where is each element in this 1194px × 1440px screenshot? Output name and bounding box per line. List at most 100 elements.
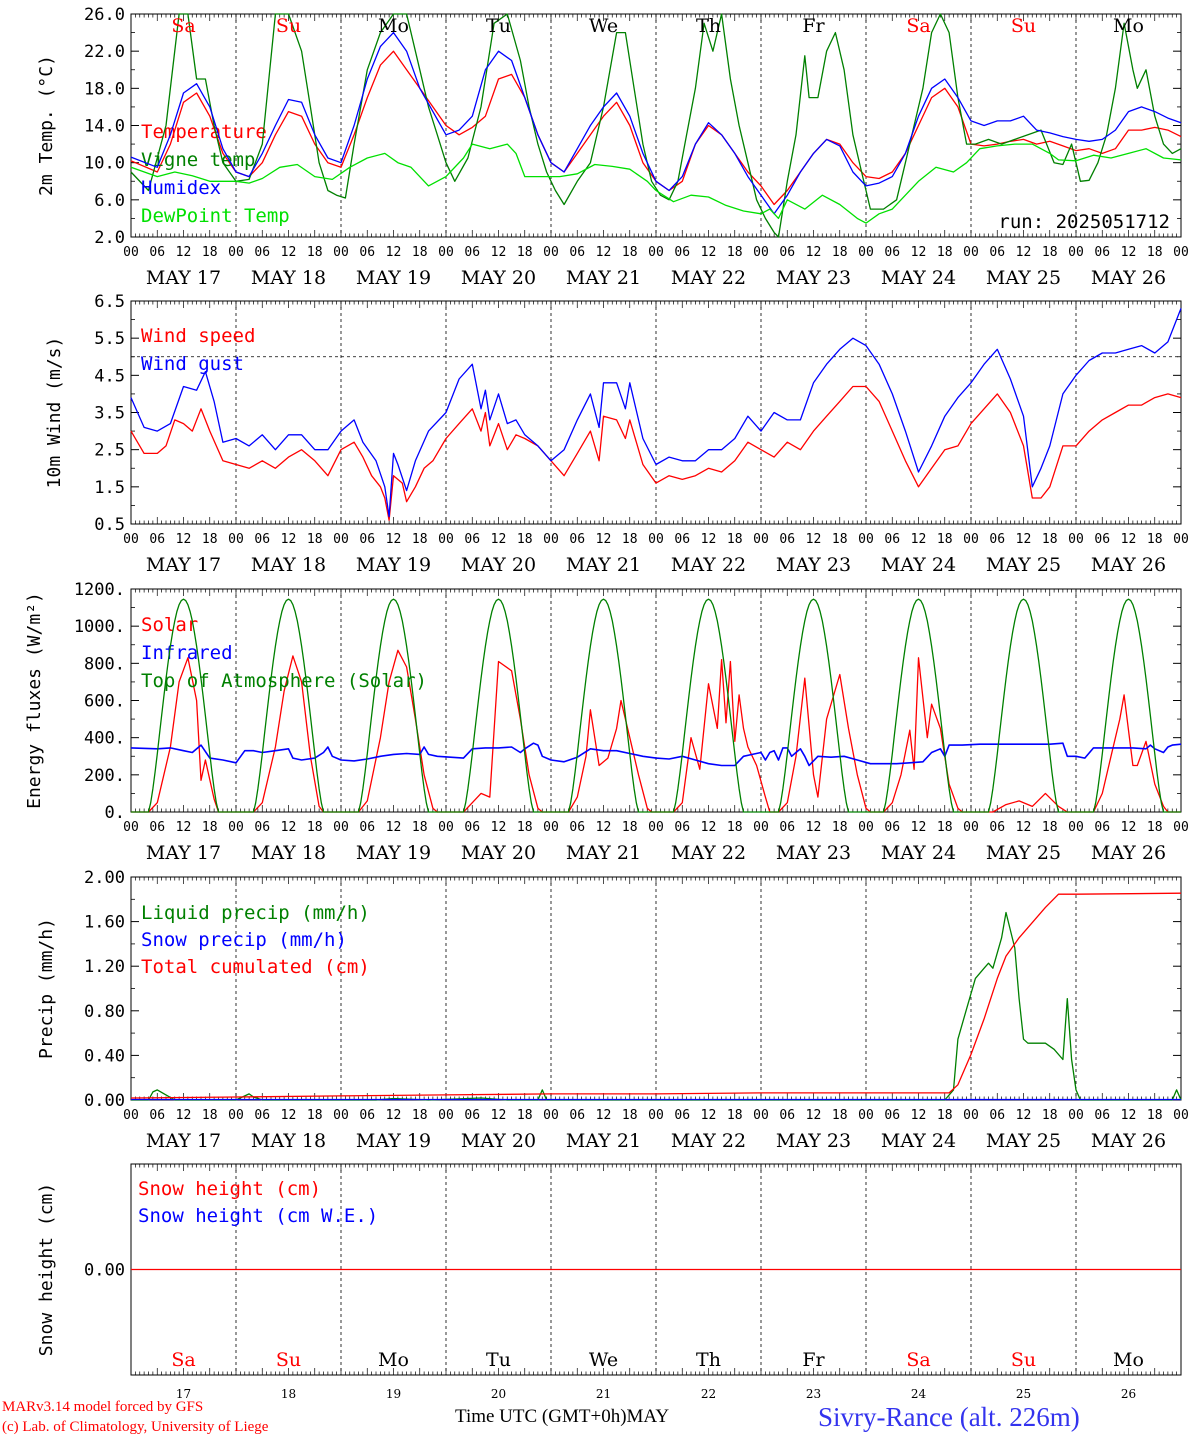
hour-label: 00 [438,245,454,260]
hour-label: 18 [202,1108,218,1123]
series-line-infrared [130,742,1182,767]
hour-label: 06 [884,1108,900,1123]
hour-label: 18 [727,1108,743,1123]
series-line-liquid-precip-mm-h- [131,911,1182,1101]
hour-label: 06 [149,245,165,260]
y-tick-label: 0.5 [94,515,125,535]
legend-entry: Top of Atmosphere (Solar) [141,670,427,692]
hour-label: 12 [806,1108,822,1123]
day-number-label: 17 [176,1387,191,1401]
hour-label: 06 [1094,245,1110,260]
hour-label: 00 [333,1108,349,1123]
hour-label: 12 [596,532,612,547]
y-tick-label: 2.0 [94,228,125,248]
day-number-label: 24 [911,1387,927,1401]
hour-label: 12 [386,1108,402,1123]
weekday-label: Su [276,1349,301,1371]
hour-label: 00 [1173,1108,1189,1123]
series-line-dewpoint-temp [130,143,1182,224]
hour-label: 18 [517,820,533,835]
hour-label: 00 [123,532,139,547]
hour-label: 18 [937,245,953,260]
hour-label: 06 [884,245,900,260]
weekday-label: Su [1011,1349,1036,1371]
y-tick-label: 0.40 [84,1046,125,1066]
y-tick-label: 600. [84,692,125,712]
hour-label: 00 [648,245,664,260]
legend-entry: Vigne temp [141,149,255,171]
date-label: MAY 17 [146,1130,221,1152]
date-label: MAY 22 [671,842,746,864]
hour-label: 00 [648,1108,664,1123]
hour-label: 00 [1173,820,1189,835]
hour-label: 00 [543,245,559,260]
weekday-label: We [589,1349,618,1371]
hour-label: 00 [333,532,349,547]
hour-label: 06 [1094,532,1110,547]
hour-label: 18 [937,532,953,547]
date-label: MAY 19 [356,267,431,289]
hour-label: 00 [1068,532,1084,547]
hour-label: 18 [517,245,533,260]
y-axis-label: Energy fluxes (W/m²) [24,592,45,809]
day-number-label: 21 [596,1387,611,1401]
hour-label: 00 [753,532,769,547]
weekday-label: Su [276,15,301,37]
date-label: MAY 18 [251,1130,326,1152]
hour-label: 12 [806,532,822,547]
hour-label: 12 [386,245,402,260]
hour-label: 00 [753,820,769,835]
hour-label: 00 [123,1108,139,1123]
hour-label: 12 [911,532,927,547]
hour-label: 06 [359,1108,375,1123]
hour-label: 12 [1016,1108,1032,1123]
hour-label: 18 [517,1108,533,1123]
weekday-label: We [589,15,618,37]
day-number-label: 23 [806,1387,821,1401]
hour-label: 12 [806,245,822,260]
hour-label: 18 [937,1108,953,1123]
hour-label: 06 [464,1108,480,1123]
hour-label: 06 [674,245,690,260]
hour-label: 06 [149,1108,165,1123]
hour-label: 12 [596,1108,612,1123]
hour-label: 06 [254,245,270,260]
date-label: MAY 17 [146,842,221,864]
hour-label: 00 [858,245,874,260]
hour-label: 06 [254,820,270,835]
y-tick-label: 400. [84,729,125,749]
plot-frame [130,13,1182,238]
y-axis-label: Snow height (cm) [36,1183,57,1356]
y-tick-label: 800. [84,654,125,674]
weekday-label: Tu [486,15,511,37]
hour-label: 00 [438,532,454,547]
hour-label: 18 [832,245,848,260]
hour-label: 06 [569,1108,585,1123]
hour-label: 06 [464,245,480,260]
weekday-label: Mo [1113,1349,1144,1371]
date-label: MAY 19 [356,1130,431,1152]
hour-label: 12 [176,532,192,547]
legend-entry: Wind gust [141,353,244,375]
hour-label: 18 [1042,1108,1058,1123]
hour-label: 06 [569,532,585,547]
hour-label: 06 [359,820,375,835]
hour-label: 18 [622,1108,638,1123]
hour-label: 18 [832,1108,848,1123]
hour-label: 06 [779,532,795,547]
y-tick-label: 200. [84,766,125,786]
day-number-label: 20 [491,1387,506,1401]
date-label: MAY 18 [251,267,326,289]
legend-entry: Liquid precip (mm/h) [141,902,370,924]
hour-label: 12 [281,820,297,835]
hour-label: 00 [648,820,664,835]
hour-label: 06 [1094,1108,1110,1123]
day-number-label: 19 [386,1387,401,1401]
panel-wind: 0.5 1.5 2.5 3.5 4.5 5.5 6.5 10m Wind (m/s) Wind … [44,292,1189,576]
station-title: Sivry-Rance (alt. 226m) [818,1402,1080,1432]
hour-label: 18 [412,820,428,835]
hour-label: 12 [281,1108,297,1123]
date-label: MAY 23 [776,842,851,864]
hour-label: 12 [386,820,402,835]
hour-label: 00 [1173,532,1189,547]
